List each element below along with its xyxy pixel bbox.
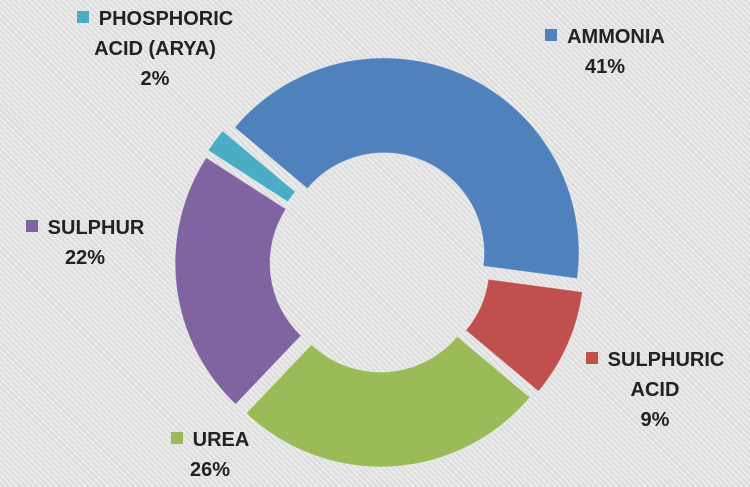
label-name: PHOSPHORIC ACID (ARYA) bbox=[60, 4, 250, 64]
label-name: UREA bbox=[130, 425, 290, 455]
data-label: AMMONIA 41% bbox=[510, 22, 700, 82]
category-name: UREA bbox=[192, 429, 250, 451]
data-label: UREA 26% bbox=[130, 425, 290, 485]
label-name: SULPHURIC ACID bbox=[560, 345, 750, 405]
donut-slice bbox=[207, 130, 297, 203]
percent-label: 2% bbox=[140, 68, 170, 90]
percent-label: 9% bbox=[640, 409, 670, 431]
percent-label: 26% bbox=[189, 459, 231, 481]
category-name: PHOSPHORIC ACID (ARYA) bbox=[94, 8, 234, 60]
legend-swatch bbox=[25, 220, 38, 232]
percent-label: 22% bbox=[64, 247, 106, 269]
data-label: SULPHURIC ACID 9% bbox=[560, 345, 750, 435]
donut-slice bbox=[174, 156, 302, 406]
legend-swatch bbox=[585, 352, 598, 364]
donut-slice bbox=[465, 278, 583, 393]
category-name: SULPHUR bbox=[47, 217, 145, 239]
label-name: SULPHUR bbox=[0, 213, 170, 243]
data-label: PHOSPHORIC ACID (ARYA) 2% bbox=[60, 4, 250, 94]
category-name: AMMONIA bbox=[567, 26, 665, 48]
label-name: AMMONIA bbox=[510, 22, 700, 52]
category-name: SULPHURIC ACID bbox=[607, 349, 725, 401]
donut-slice bbox=[245, 335, 531, 468]
percent-label: 41% bbox=[584, 56, 626, 78]
donut-slice bbox=[233, 57, 580, 280]
legend-swatch bbox=[545, 29, 558, 41]
data-label: SULPHUR 22% bbox=[0, 213, 170, 273]
legend-swatch bbox=[170, 432, 183, 444]
legend-swatch bbox=[76, 11, 89, 23]
